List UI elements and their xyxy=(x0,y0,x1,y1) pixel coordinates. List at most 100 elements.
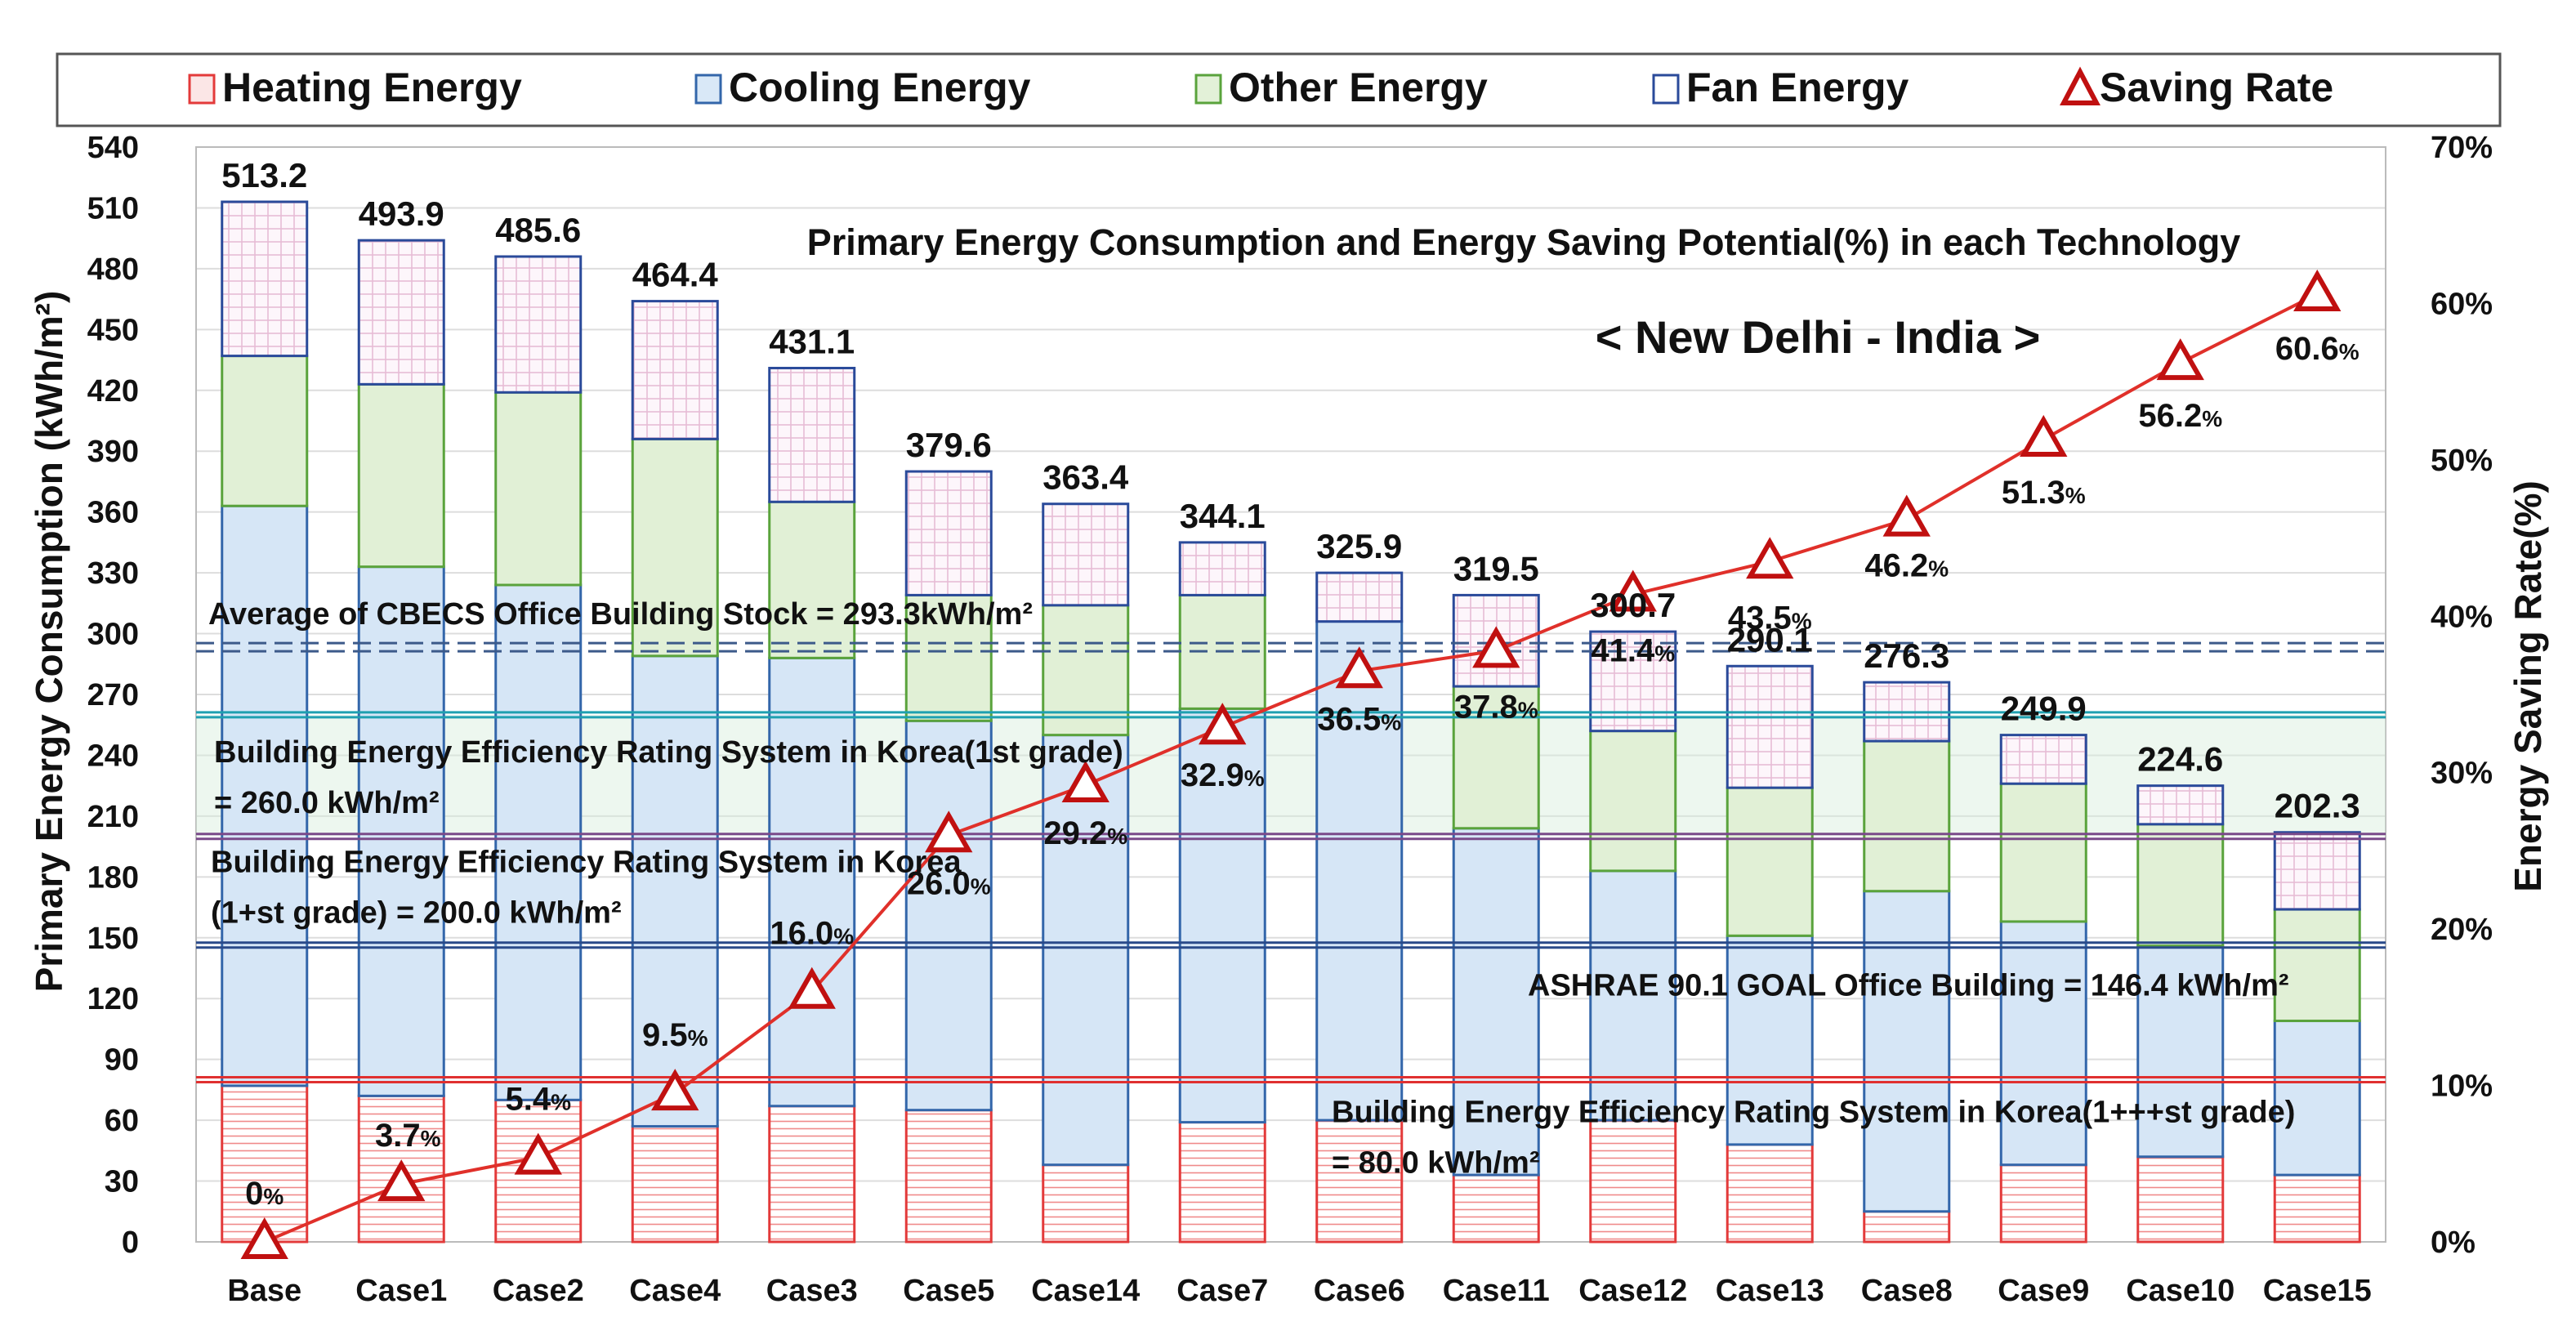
bar-segment xyxy=(1315,620,1404,1122)
bar-segment xyxy=(2136,944,2225,1159)
bar-segment xyxy=(357,565,445,1097)
x-tick-label: Case12 xyxy=(1578,1274,1687,1308)
bar-segment xyxy=(768,500,856,659)
x-tick-label: Case5 xyxy=(903,1274,994,1308)
y2-axis-label: Energy Saving Rate(%) xyxy=(2507,480,2549,892)
x-tick-label: Case15 xyxy=(2263,1274,2372,1308)
y-tick-label: 300 xyxy=(87,618,139,652)
x-tick-label: Case2 xyxy=(493,1274,584,1308)
bar-segment xyxy=(2136,784,2225,826)
saving-rate-label: 51.3% xyxy=(2002,475,2086,511)
total-label: 344.1 xyxy=(1180,497,1266,535)
bar-segment xyxy=(2273,1173,2361,1244)
x-tick-label: Case4 xyxy=(629,1274,721,1308)
percent-sign: % xyxy=(1928,556,1949,582)
bar-segment xyxy=(494,391,583,587)
bar-segment xyxy=(221,355,309,507)
y-tick-label: 90 xyxy=(105,1043,139,1078)
y-tick-label: 510 xyxy=(87,191,139,225)
y-tick-label: 540 xyxy=(87,131,139,165)
bar-segment xyxy=(2136,1155,2225,1244)
bar-segment xyxy=(221,200,309,358)
percent-sign: % xyxy=(688,1025,708,1051)
saving-rate-marker xyxy=(2156,338,2204,381)
total-labels: 513.2 493.9 485.6 464.4 431.1 379.6 363.4 344.1… xyxy=(221,156,2360,825)
bar-segment xyxy=(2273,1020,2361,1177)
bar-segment xyxy=(1452,1173,1540,1244)
reference-lines xyxy=(196,641,2386,1083)
legend-label: Saving Rate xyxy=(2100,65,2333,110)
saving-rate-label: 56.2% xyxy=(2138,398,2222,434)
bar-segment xyxy=(1726,664,1814,789)
percent-sign: % xyxy=(1792,608,1812,633)
percent-sign: % xyxy=(1107,824,1127,849)
legend-label: Cooling Energy xyxy=(729,65,1031,110)
percent-sign: % xyxy=(971,873,991,899)
bar-segment xyxy=(1589,630,1677,733)
reference-label: Building Energy Efficiency Rating System… xyxy=(1332,1095,2295,1129)
bar-segment xyxy=(1863,1210,1951,1244)
y-tick-label: 240 xyxy=(87,739,139,773)
total-label: 276.3 xyxy=(1864,636,1949,675)
bars xyxy=(221,200,2361,1244)
reference-label: ASHRAE 90.1 GOAL Office Building = 146.4… xyxy=(1528,969,2289,1003)
y-tick-label: 150 xyxy=(87,922,139,956)
bar-segment xyxy=(1999,920,2087,1167)
legend-marker xyxy=(2060,66,2101,105)
bar-segment xyxy=(1726,1143,1814,1244)
x-tick-label: Case13 xyxy=(1716,1274,1824,1308)
y-axis-ticks: 0 30 60 90 120 150 180 210 240 270 300 330 360 390 420… xyxy=(87,131,139,1260)
total-label: 513.2 xyxy=(221,156,307,194)
bar-segment xyxy=(1589,730,1677,873)
bar-segment xyxy=(904,470,993,596)
y-tick-label: 30 xyxy=(105,1165,139,1199)
y2-tick-label: 60% xyxy=(2431,287,2493,321)
total-label: 493.9 xyxy=(359,194,444,233)
bar-segment xyxy=(631,437,719,658)
y-tick-label: 120 xyxy=(87,982,139,1016)
y-axis-label: Primary Energy Consumption (kWh/m²) xyxy=(28,291,70,993)
total-label: 290.1 xyxy=(1727,620,1813,659)
bar-segment xyxy=(1178,707,1266,1124)
total-label: 464.4 xyxy=(632,256,719,294)
saving-rate-marker xyxy=(240,1217,288,1259)
saving-rate-marker xyxy=(1746,537,1794,579)
plot-area: 513.2 493.9 485.6 464.4 431.1 379.6 363.4 344.1… xyxy=(195,146,2386,1259)
percent-sign: % xyxy=(2339,339,2359,364)
legend-swatch xyxy=(188,74,216,105)
saving-rate-marker xyxy=(1609,569,1657,612)
reference-label: = 260.0 kWh/m² xyxy=(214,786,440,820)
bar-segment xyxy=(1999,1163,2087,1244)
reference-label: (1+st grade) = 200.0 kWh/m² xyxy=(211,896,622,931)
total-label: 431.1 xyxy=(769,322,855,360)
saving-rate-marker xyxy=(2293,269,2342,311)
plot-frame xyxy=(195,146,2386,1243)
bar-segment xyxy=(904,1109,993,1244)
x-tick-label: Case11 xyxy=(1443,1274,1550,1308)
bar-segment xyxy=(768,656,856,1108)
bar-segment xyxy=(357,239,445,386)
y-tick-label: 420 xyxy=(87,374,139,409)
y-tick-label: 480 xyxy=(87,252,139,287)
y-tick-label: 180 xyxy=(87,860,139,895)
saving-rate-marker xyxy=(651,1069,699,1111)
legend-swatch xyxy=(1652,74,1680,105)
x-tick-label: Case8 xyxy=(1861,1274,1953,1308)
saving-rate-marker xyxy=(1882,494,1931,537)
saving-rate-marker xyxy=(2020,414,2068,457)
percent-sign: % xyxy=(1244,766,1265,791)
y-tick-label: 210 xyxy=(87,800,139,834)
saving-rate-marker xyxy=(1061,760,1109,803)
saving-rate-marker xyxy=(925,810,973,853)
percent-sign: % xyxy=(2065,483,2086,508)
y-tick-label: 330 xyxy=(87,556,139,591)
reference-label: Building Energy Efficiency Rating System… xyxy=(214,735,1123,770)
total-label: 202.3 xyxy=(2275,787,2360,825)
reference-label: Building Energy Efficiency Rating System… xyxy=(211,846,962,880)
y2-tick-label: 20% xyxy=(2431,913,2493,947)
bar-segment xyxy=(2136,823,2225,948)
y-tick-label: 60 xyxy=(105,1104,139,1138)
bar-segment xyxy=(2273,831,2361,911)
legend-label: Other Energy xyxy=(1229,65,1488,110)
saving-rate-marker xyxy=(1335,646,1383,689)
